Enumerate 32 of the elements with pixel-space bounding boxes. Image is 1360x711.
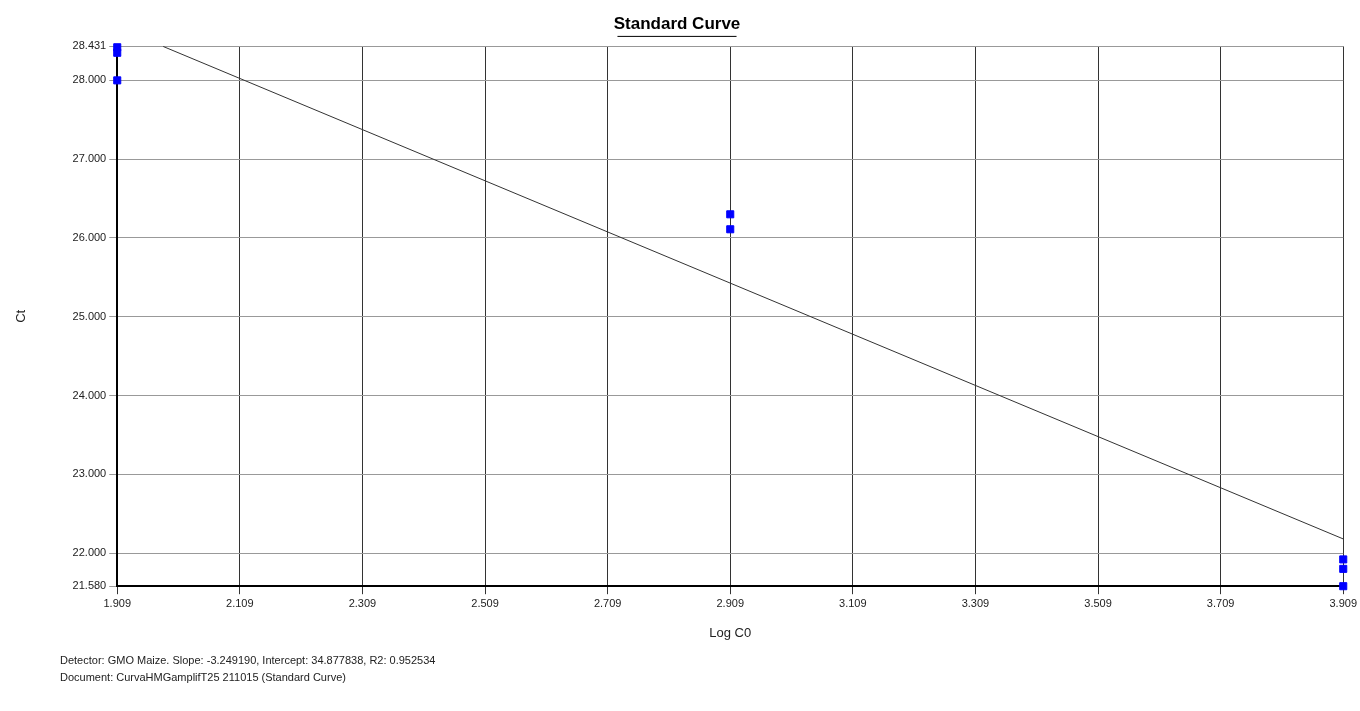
x-tick-label: 1.909 bbox=[103, 596, 132, 609]
x-tick-label: 3.709 bbox=[1206, 596, 1235, 609]
x-tick-label: 3.309 bbox=[961, 596, 990, 609]
x-tick-label: 2.509 bbox=[471, 596, 499, 609]
y-axis-title: Ct bbox=[13, 309, 29, 323]
y-tick-label: 21.580 bbox=[72, 579, 107, 592]
y-tick-label: 26.000 bbox=[72, 230, 107, 243]
x-tick-label: 3.109 bbox=[839, 596, 867, 609]
point bbox=[1339, 555, 1348, 564]
point bbox=[1339, 564, 1348, 573]
y-tick-label: 25.000 bbox=[72, 309, 107, 322]
y-tick-label: 27.000 bbox=[72, 152, 107, 165]
point bbox=[113, 48, 122, 57]
text: Detector: GMO Maize. Slope: -3.249190, Intercept: 34.877838, R2: 0.952534 bbox=[60, 653, 436, 668]
x-tick-label: 2.909 bbox=[716, 596, 745, 609]
y-tick-label: 23.000 bbox=[72, 467, 107, 480]
x-tick-label: 3.909 bbox=[1329, 596, 1357, 609]
x-tick-label: 3.509 bbox=[1084, 596, 1112, 609]
point bbox=[726, 225, 735, 234]
y-tick-label: 28.000 bbox=[72, 73, 107, 86]
point bbox=[726, 210, 735, 219]
x-axis-title: Log C0 bbox=[709, 624, 752, 640]
y-tick-label: 24.000 bbox=[72, 388, 107, 401]
x-tick-label: 2.109 bbox=[226, 596, 254, 609]
x-tick-label: 2.709 bbox=[593, 596, 622, 609]
point bbox=[1339, 582, 1348, 591]
text: Document: CurvaHMGamplifT25 211015 (Standard Curve) bbox=[60, 670, 347, 685]
x-tick-label: 2.309 bbox=[348, 596, 377, 609]
y-tick-label: 22.000 bbox=[72, 546, 107, 559]
y-tick-label: 28.431 bbox=[72, 39, 107, 52]
chart-title: Standard Curve bbox=[613, 13, 741, 33]
point bbox=[113, 76, 122, 85]
